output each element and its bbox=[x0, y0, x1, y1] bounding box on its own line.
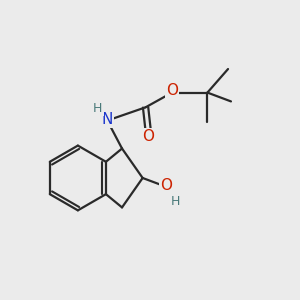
Text: H: H bbox=[170, 195, 180, 208]
Text: O: O bbox=[142, 129, 154, 144]
Text: O: O bbox=[166, 83, 178, 98]
Text: H: H bbox=[93, 102, 103, 115]
Text: N: N bbox=[102, 112, 113, 127]
Text: O: O bbox=[160, 178, 172, 193]
